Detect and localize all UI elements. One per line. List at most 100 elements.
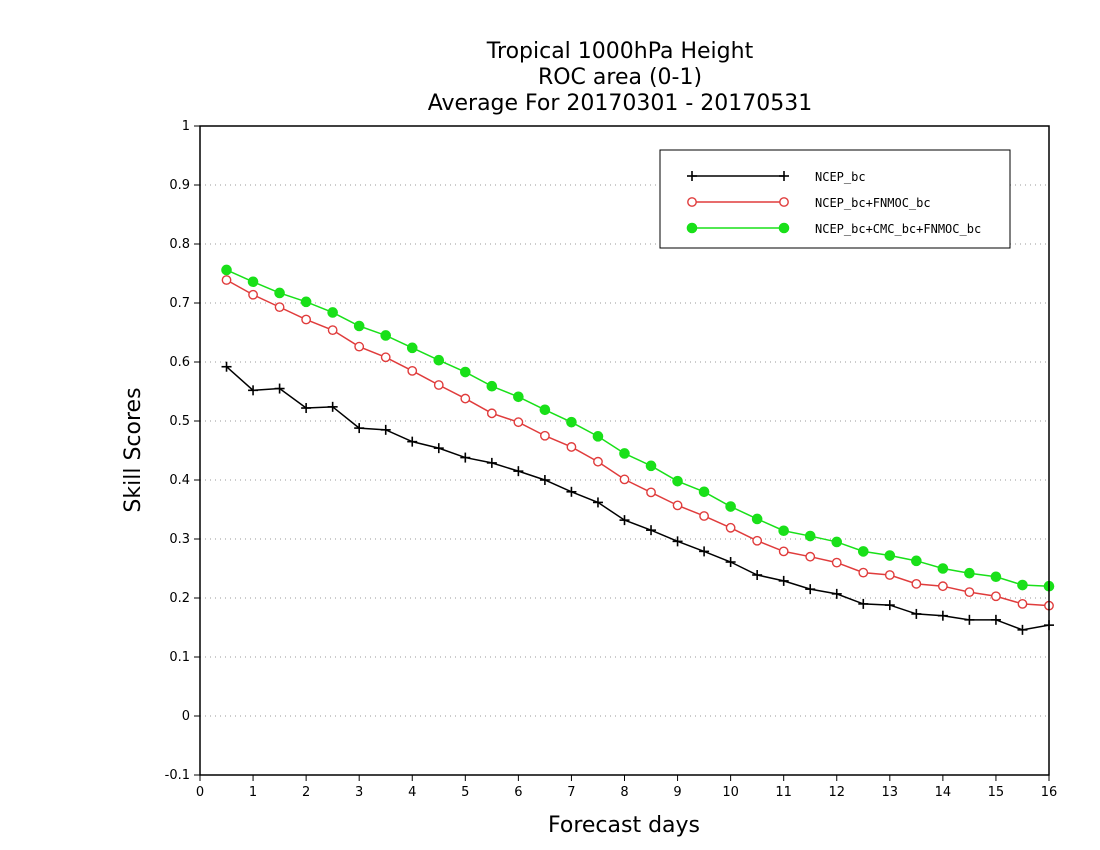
legend-box (659, 149, 1011, 249)
chart-title: Tropical 1000hPa Height ROC area (0-1) A… (428, 39, 813, 116)
x-tick-label: 13 (882, 785, 899, 800)
data-point (406, 342, 418, 354)
data-point (539, 404, 551, 416)
data-point (990, 571, 1002, 583)
y-tick-label: 0 (182, 709, 190, 724)
x-tick-label: 5 (461, 785, 469, 800)
data-point (407, 436, 418, 447)
data-point (274, 383, 285, 394)
series-lines (221, 264, 1055, 635)
data-point (248, 385, 259, 396)
data-point (353, 320, 365, 332)
y-tick-label: 1 (182, 119, 190, 134)
data-point (858, 567, 869, 578)
data-point (991, 591, 1001, 602)
data-point (990, 614, 1001, 625)
series-3 (221, 264, 1055, 592)
legend-item-3: NCEP_bc+CMC_bc+FNMOC_bc (686, 222, 981, 236)
data-point (646, 487, 656, 498)
data-point (433, 380, 444, 390)
x-tick-label: 2 (302, 785, 310, 800)
x-tick-label: 15 (988, 785, 1005, 800)
data-point (327, 307, 338, 318)
data-point (619, 474, 630, 485)
data-point (672, 536, 683, 547)
data-point (725, 557, 736, 568)
data-point (1017, 599, 1028, 609)
data-point (911, 608, 922, 619)
legend-marker (779, 171, 789, 181)
legend-item-1: NCEP_bc (687, 170, 866, 184)
axes: -0.100.10.20.30.40.50.60.70.80.910 1 2 3 4 5 6… (165, 119, 1058, 800)
data-point (831, 557, 842, 568)
y-axis-label: Skill Scores (121, 387, 146, 512)
data-point (513, 466, 524, 477)
x-tick-label: 11 (775, 785, 792, 800)
data-point (539, 475, 550, 485)
y-tick-label: 0.6 (169, 355, 190, 370)
data-point (460, 393, 471, 404)
data-point (354, 423, 365, 434)
data-point (380, 330, 392, 341)
data-point (380, 424, 391, 435)
data-point (1017, 579, 1028, 591)
data-point (247, 276, 259, 288)
data-point (857, 546, 869, 557)
x-tick-label: 1 (249, 785, 257, 800)
data-point (672, 475, 683, 487)
series-line (226, 279, 1050, 607)
data-point (486, 380, 498, 392)
x-tick-label: 14 (935, 785, 952, 800)
data-point (221, 275, 232, 285)
data-point (698, 486, 710, 498)
data-point (460, 366, 471, 378)
data-point (1017, 624, 1028, 635)
data-point (699, 546, 710, 557)
x-tick-label: 9 (673, 785, 681, 800)
legend-label: NCEP_bc (815, 170, 866, 184)
x-tick-label: 12 (828, 785, 845, 800)
data-point (566, 442, 577, 452)
data-point (248, 289, 258, 300)
y-tick-label: 0.2 (169, 591, 190, 606)
data-point (433, 443, 444, 454)
data-point (593, 456, 603, 467)
data-point (964, 614, 975, 625)
data-point (274, 287, 285, 299)
x-tick-label: 6 (514, 785, 522, 800)
y-tick-label: 0.5 (169, 414, 190, 429)
data-point (221, 264, 232, 276)
data-point (433, 354, 445, 366)
data-point (301, 403, 312, 414)
data-point (937, 581, 948, 592)
data-point (592, 497, 603, 508)
data-point (805, 551, 816, 562)
data-point (858, 598, 869, 609)
data-point (460, 452, 471, 463)
legend-marker (687, 197, 697, 207)
data-point (804, 530, 816, 542)
data-point (646, 525, 657, 536)
data-point (380, 352, 391, 363)
x-axis-label: Forecast days (548, 813, 700, 838)
data-point (327, 401, 338, 412)
data-point (884, 550, 896, 561)
data-point (884, 600, 895, 611)
title-line-1: Tropical 1000hPa Height (486, 39, 754, 64)
data-point (566, 416, 577, 428)
x-tick-label: 0 (196, 785, 204, 800)
data-point (751, 513, 763, 525)
x-tick-label: 3 (355, 785, 363, 800)
y-tick-label: 0.1 (169, 650, 190, 665)
data-point (937, 563, 949, 574)
data-point (619, 515, 630, 526)
x-tick-label: 10 (722, 785, 739, 800)
y-tick-label: -0.1 (165, 768, 190, 783)
y-tick-label: 0.4 (169, 473, 190, 488)
y-tick-label: 0.9 (169, 178, 190, 193)
y-tick-label: 0.8 (169, 237, 190, 252)
legend-label: NCEP_bc+FNMOC_bc (815, 196, 931, 210)
series-2 (221, 275, 1054, 611)
